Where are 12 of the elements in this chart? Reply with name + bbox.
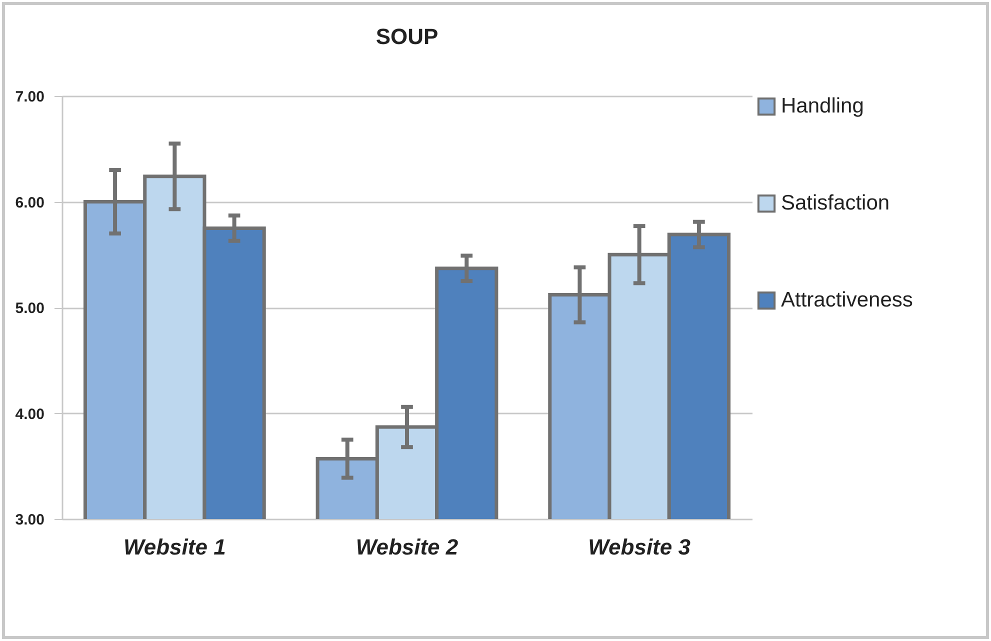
- legend-label: Satisfaction: [781, 192, 890, 214]
- x-tick-label: Website 2: [356, 534, 459, 560]
- x-tick-label: Website 3: [588, 534, 690, 560]
- chart-title: SOUP: [376, 24, 438, 49]
- x-tick-label: Website 1: [124, 534, 226, 560]
- legend-label: Attractiveness: [781, 288, 913, 312]
- y-tick-label: 3.00: [15, 512, 44, 528]
- y-tick-label: 4.00: [15, 406, 44, 423]
- y-tick-label: 5.00: [15, 300, 44, 317]
- y-tick-label: 7.00: [15, 88, 44, 106]
- legend-label: Handling: [781, 94, 864, 118]
- y-tick-label: 6.00: [15, 194, 44, 212]
